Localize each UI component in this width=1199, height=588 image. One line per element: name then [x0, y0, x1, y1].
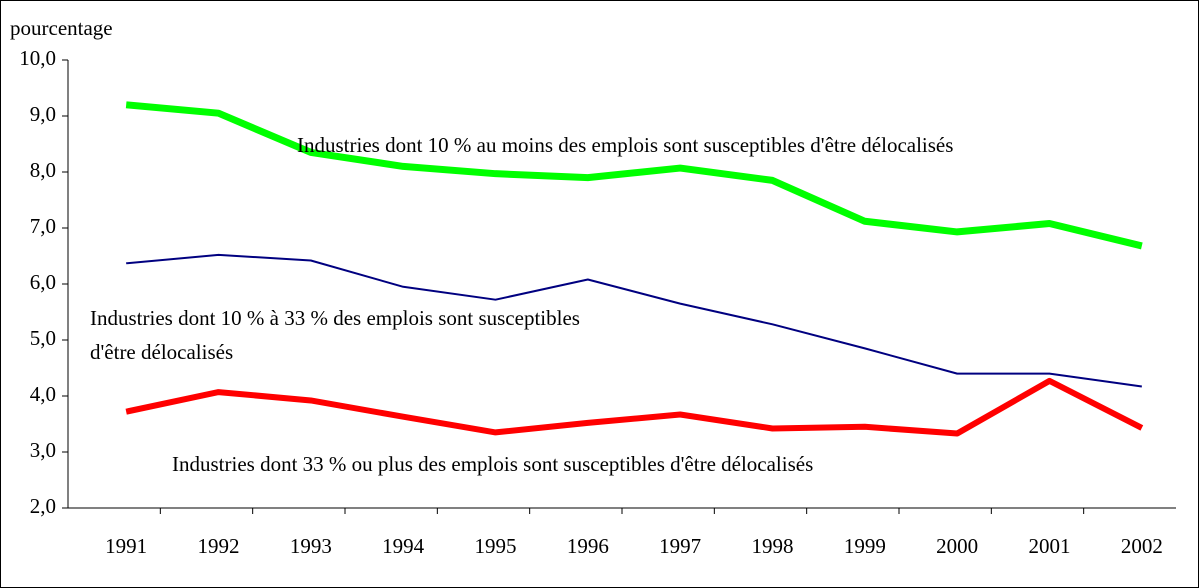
x-tick-label: 1994: [382, 534, 425, 558]
x-tick-label: 2000: [936, 534, 978, 558]
y-tick-label: 7,0: [30, 214, 56, 238]
x-tick-label: 1992: [198, 534, 240, 558]
y-tick-label: 2,0: [30, 494, 56, 518]
x-tick-label: 1997: [659, 534, 701, 558]
x-tick-label: 1991: [105, 534, 147, 558]
y-axis-title: pourcentage: [10, 16, 113, 40]
series-label: Industries dont 10 % au moins des emploi…: [297, 133, 954, 157]
x-tick-label: 1999: [844, 534, 886, 558]
y-tick-label: 5,0: [30, 326, 56, 350]
x-tick-label: 2002: [1121, 534, 1163, 558]
y-tick-label: 8,0: [30, 158, 56, 182]
series-line: [125, 377, 1144, 437]
y-tick-label: 4,0: [30, 382, 56, 406]
x-tick-label: 1998: [752, 534, 794, 558]
series-label: Industries dont 33 % ou plus des emplois…: [172, 452, 814, 476]
series-label: Industries dont 10 % à 33 % des emplois …: [90, 306, 580, 364]
series-line: [125, 101, 1143, 250]
y-tick-label: 6,0: [30, 270, 56, 294]
x-tick-label: 2001: [1029, 534, 1071, 558]
y-tick-label: 3,0: [30, 438, 56, 462]
x-tick-label: 1995: [475, 534, 517, 558]
y-tick-label: 9,0: [30, 102, 56, 126]
y-tick-label: 10,0: [19, 46, 56, 70]
x-tick-label: 1993: [290, 534, 332, 558]
x-tick-label: 1996: [567, 534, 609, 558]
series-line: [126, 253, 1142, 388]
